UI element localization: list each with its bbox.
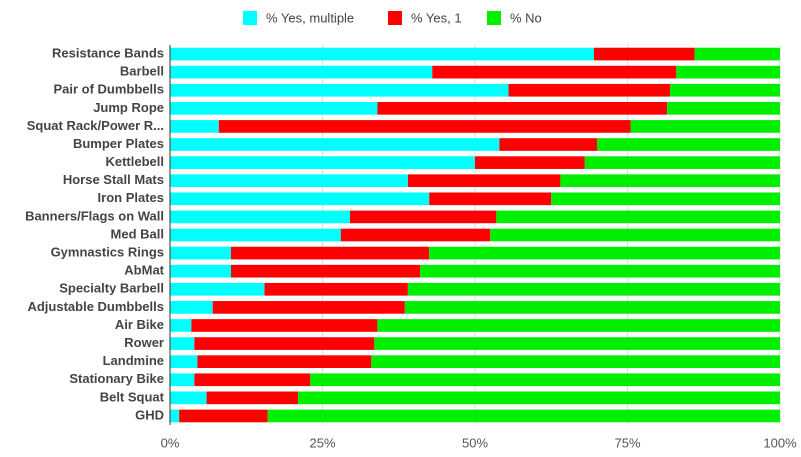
bar-7-series-0[interactable] bbox=[170, 174, 408, 188]
bar-13-series-2[interactable] bbox=[407, 282, 780, 296]
bar-9-series-1[interactable] bbox=[349, 210, 497, 224]
bar-6-series-1[interactable] bbox=[475, 156, 585, 169]
bar-0-series-0[interactable] bbox=[170, 47, 594, 61]
bar-2-series-0[interactable] bbox=[170, 83, 509, 97]
bar-4-series-0[interactable] bbox=[170, 120, 219, 133]
category-label-10: Med Ball bbox=[111, 226, 164, 241]
bar-11-series-2[interactable] bbox=[429, 246, 780, 260]
category-label-1: Barbell bbox=[120, 64, 164, 79]
bar-8-series-0[interactable] bbox=[170, 192, 430, 206]
bar-2-series-2[interactable] bbox=[670, 83, 780, 97]
bar-14-series-2[interactable] bbox=[404, 301, 780, 314]
category-label-2: Pair of Dumbbells bbox=[53, 82, 164, 97]
category-label-17: Landmine bbox=[103, 353, 164, 368]
category-label-14: Adjustable Dumbbells bbox=[27, 299, 164, 314]
bar-15-series-2[interactable] bbox=[377, 319, 780, 332]
legend-label-1: % Yes, 1 bbox=[411, 10, 462, 25]
legend-swatch-0 bbox=[243, 11, 257, 25]
bar-16-series-2[interactable] bbox=[374, 337, 780, 350]
bar-10-series-1[interactable] bbox=[340, 228, 491, 242]
bar-10-series-0[interactable] bbox=[170, 228, 341, 242]
bar-7-series-2[interactable] bbox=[560, 174, 780, 188]
bar-2-series-1[interactable] bbox=[508, 83, 671, 97]
bar-5-series-0[interactable] bbox=[170, 138, 500, 151]
bar-18-series-2[interactable] bbox=[310, 373, 780, 387]
category-label-8: Iron Plates bbox=[98, 190, 164, 205]
category-label-6: Kettlebell bbox=[105, 154, 164, 169]
x-tick-label-3: 75% bbox=[614, 435, 640, 450]
bar-7-series-1[interactable] bbox=[407, 174, 561, 188]
x-tick-label-2: 50% bbox=[462, 435, 488, 450]
category-label-15: Air Bike bbox=[115, 317, 164, 332]
legend-swatch-1 bbox=[388, 11, 402, 25]
bar-11-series-1[interactable] bbox=[231, 246, 430, 260]
bar-3-series-1[interactable] bbox=[377, 102, 668, 115]
category-label-16: Rower bbox=[124, 335, 164, 350]
category-label-18: Stationary Bike bbox=[69, 371, 164, 386]
bar-3-series-0[interactable] bbox=[170, 102, 378, 115]
category-label-11: Gymnastics Rings bbox=[51, 245, 164, 260]
category-label-5: Bumper Plates bbox=[73, 136, 164, 151]
bar-20-series-1[interactable] bbox=[179, 409, 268, 423]
category-label-13: Specialty Barbell bbox=[59, 281, 164, 296]
bar-0-series-2[interactable] bbox=[694, 47, 780, 61]
legend-label-2: % No bbox=[510, 10, 542, 25]
bar-10-series-2[interactable] bbox=[490, 228, 780, 242]
category-label-4: Squat Rack/Power R... bbox=[27, 118, 164, 133]
bar-20-series-2[interactable] bbox=[267, 409, 781, 423]
x-tick-label-4: 100% bbox=[763, 435, 797, 450]
bar-15-series-0[interactable] bbox=[170, 319, 192, 332]
bar-19-series-2[interactable] bbox=[298, 391, 780, 405]
bar-1-series-0[interactable] bbox=[170, 65, 433, 79]
bar-3-series-2[interactable] bbox=[667, 102, 780, 115]
bar-9-series-2[interactable] bbox=[496, 210, 780, 224]
category-label-7: Horse Stall Mats bbox=[63, 172, 164, 187]
bar-17-series-1[interactable] bbox=[197, 355, 372, 368]
bar-12-series-1[interactable] bbox=[231, 264, 421, 278]
category-label-20: GHD bbox=[135, 407, 164, 422]
x-tick-label-1: 25% bbox=[309, 435, 335, 450]
bar-18-series-1[interactable] bbox=[194, 373, 311, 387]
legend-label-0: % Yes, multiple bbox=[266, 10, 354, 25]
category-label-19: Belt Squat bbox=[100, 389, 165, 404]
bar-12-series-0[interactable] bbox=[170, 264, 231, 278]
bar-0-series-1[interactable] bbox=[593, 47, 695, 61]
bar-5-series-1[interactable] bbox=[499, 138, 597, 151]
bar-13-series-0[interactable] bbox=[170, 282, 265, 296]
bar-1-series-2[interactable] bbox=[676, 65, 780, 79]
bar-14-series-0[interactable] bbox=[170, 301, 213, 314]
category-label-3: Jump Rope bbox=[93, 100, 164, 115]
bar-16-series-0[interactable] bbox=[170, 337, 195, 350]
bar-20-series-0[interactable] bbox=[170, 409, 180, 423]
bar-12-series-2[interactable] bbox=[420, 264, 780, 278]
bar-6-series-2[interactable] bbox=[584, 156, 780, 169]
bar-8-series-2[interactable] bbox=[551, 192, 780, 206]
bar-19-series-1[interactable] bbox=[206, 391, 299, 405]
bar-4-series-1[interactable] bbox=[218, 120, 631, 133]
x-tick-label-0: 0% bbox=[161, 435, 180, 450]
legend-swatch-2 bbox=[487, 11, 501, 25]
bar-19-series-0[interactable] bbox=[170, 391, 207, 405]
bar-11-series-0[interactable] bbox=[170, 246, 231, 260]
bar-14-series-1[interactable] bbox=[212, 301, 405, 314]
bar-4-series-2[interactable] bbox=[630, 120, 780, 133]
bar-8-series-1[interactable] bbox=[429, 192, 552, 206]
bar-1-series-1[interactable] bbox=[432, 65, 677, 79]
category-label-0: Resistance Bands bbox=[52, 45, 164, 60]
category-label-12: AbMat bbox=[124, 263, 164, 278]
bar-13-series-1[interactable] bbox=[264, 282, 408, 296]
bar-6-series-0[interactable] bbox=[170, 156, 475, 169]
bar-18-series-0[interactable] bbox=[170, 373, 195, 387]
bar-17-series-0[interactable] bbox=[170, 355, 198, 368]
bar-16-series-1[interactable] bbox=[194, 337, 375, 350]
bar-15-series-1[interactable] bbox=[191, 319, 378, 332]
bar-9-series-0[interactable] bbox=[170, 210, 350, 224]
bar-17-series-2[interactable] bbox=[371, 355, 780, 368]
category-label-9: Banners/Flags on Wall bbox=[25, 208, 164, 223]
bar-5-series-2[interactable] bbox=[597, 138, 780, 151]
